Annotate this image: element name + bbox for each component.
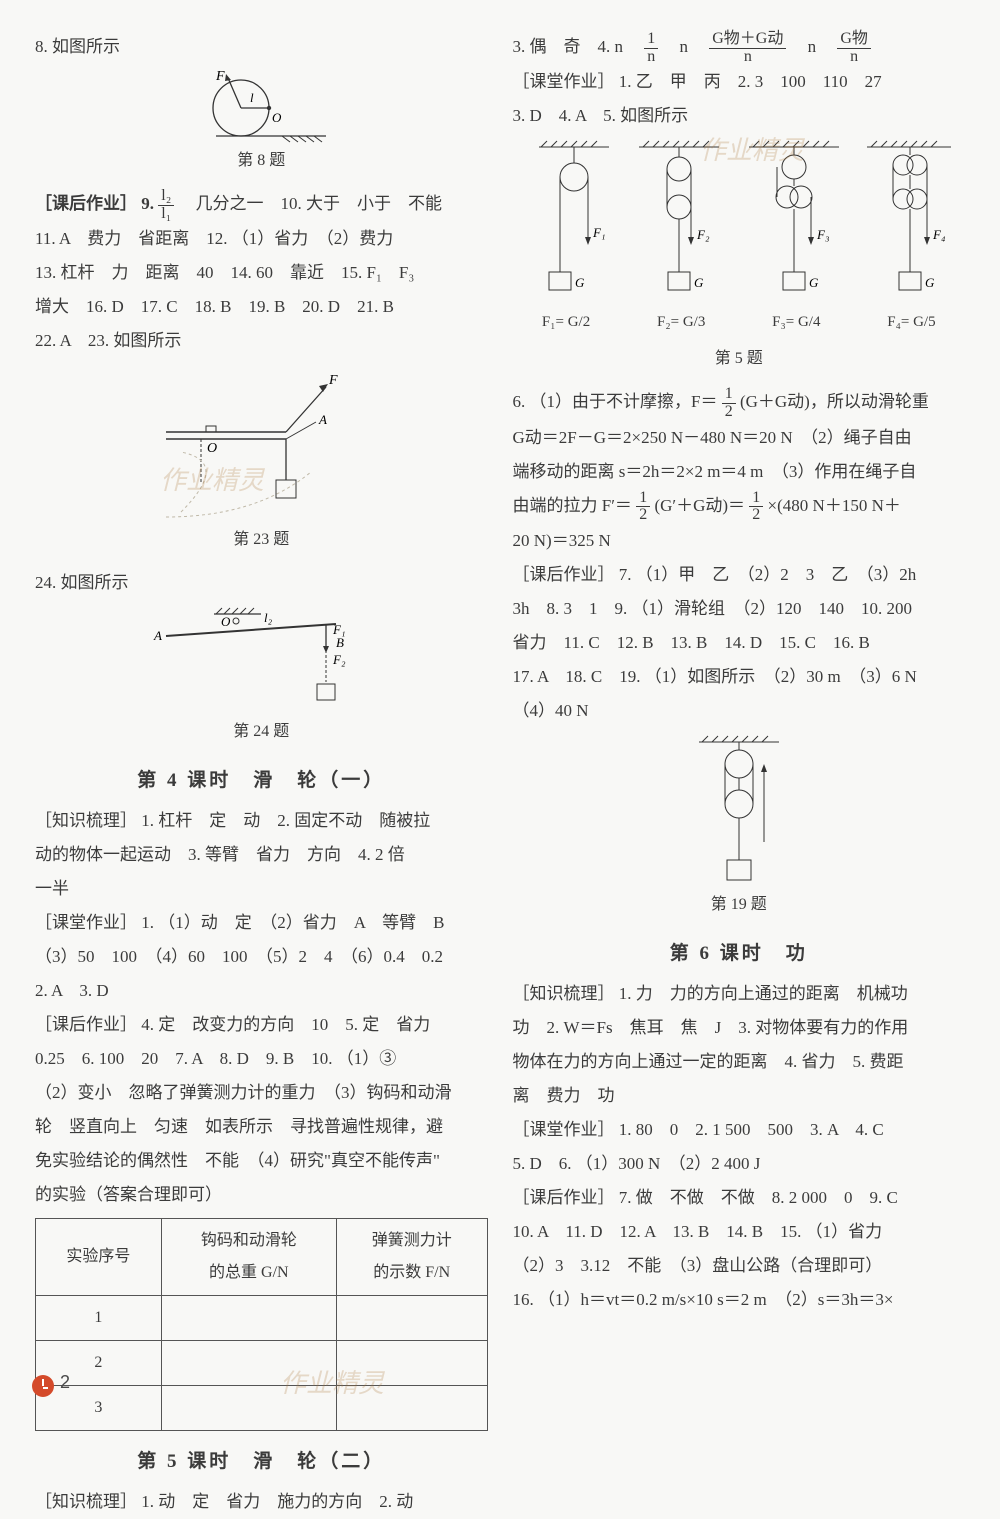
table-header-row: 实验序号 钩码和动滑轮 的总重 G/N 弹簧测力计 的示数 F/N: [36, 1219, 488, 1296]
svg-text:O: O: [221, 614, 231, 629]
r-q3-4: 3. 偶 奇 4. n 1n n G物＋G动n n G物n: [513, 30, 966, 65]
kt6-2: 5. D 6. （1）300 N （2）2 400 J: [513, 1147, 966, 1181]
svg-text:O: O: [207, 441, 217, 456]
r-q6-3: 端移动的距离 s＝2h＝2×2 m＝4 m （3）作用在绳子自: [513, 455, 966, 489]
kt6-1: ［课堂作业］ 1. 80 0 2. 1 500 500 3. A 4. C: [513, 1113, 966, 1147]
ks4-3: 一半: [35, 872, 488, 906]
q9-10: ［课后作业］ 9. l₂l₁ 几分之一 10. 大于 小于 不能: [35, 187, 488, 222]
kh6-1: ［课后作业］ 7. 做 不做 不做 8. 2 000 0 9. C: [513, 1181, 966, 1215]
svg-text:A: A: [153, 628, 162, 643]
left-column: 8. 如图所示 O F l 第 8 题: [35, 30, 488, 1395]
table-row: 2: [36, 1341, 488, 1386]
title-lesson5: 第 5 课时 滑 轮（二）: [35, 1443, 488, 1481]
svg-text:F₂: F₂: [696, 227, 710, 242]
r-kh-3: 省力 11. C 12. B 13. B 14. D 15. C 16. B: [513, 626, 966, 660]
svg-text:F₁: F₁: [592, 225, 605, 240]
ks6-4: 离 费力 功: [513, 1079, 966, 1113]
svg-text:G: G: [694, 275, 704, 290]
svg-text:A: A: [318, 412, 327, 427]
svg-text:G: G: [575, 275, 585, 290]
experiment-table: 实验序号 钩码和动滑轮 的总重 G/N 弹簧测力计 的示数 F/N 1 2 3: [35, 1218, 488, 1431]
fig-8: O F l 第 8 题: [35, 68, 488, 183]
q24-text: 24. 如图所示: [35, 566, 488, 600]
kh4-1: ［课后作业］ 4. 定 改变力的方向 10 5. 定 省力: [35, 1008, 488, 1042]
fig-24: O A l₂ F₁ B F₂ 第 24 题: [35, 604, 488, 754]
r-q6-1: 6. （1）由于不计摩擦，F＝ 12 (G＋G动)，所以动滑轮重: [513, 385, 966, 420]
table-row: 3: [36, 1386, 488, 1431]
svg-text:l: l: [250, 90, 254, 105]
kt4-1: ［课堂作业］ 1. （1）动 定 （2）省力 A 等臂 B: [35, 906, 488, 940]
r-kt-2: 3. D 4. A 5. 如图所示: [513, 99, 966, 133]
kh6-3: （2）3 3.12 不能 （3）盘山公路（合理即可）: [513, 1249, 966, 1283]
svg-text:G: G: [925, 275, 935, 290]
kh4-3: （2）变小 忽略了弹簧测力计的重力 （3）钩码和动滑: [35, 1076, 488, 1110]
svg-text:F₂: F₂: [332, 652, 346, 667]
table-row: 1: [36, 1296, 488, 1341]
svg-text:F: F: [215, 69, 225, 84]
svg-text:B: B: [336, 635, 344, 650]
fig-5-pulleys: F₁ G F₂ G F₃ G: [513, 137, 966, 381]
kh4-4: 轮 竖直向上 匀速 如表所示 寻找普遍性规律，避: [35, 1110, 488, 1144]
svg-text:G: G: [809, 275, 819, 290]
clock-icon: [32, 1375, 54, 1397]
q8-text: 8. 如图所示: [35, 30, 488, 64]
fig-19: 第 19 题: [513, 732, 966, 927]
r-q6-4: 由端的拉力 F′＝ 12 (G′＋G动)＝ 12 ×(480 N＋150 N＋: [513, 489, 966, 524]
title-lesson6: 第 6 课时 功: [513, 935, 966, 973]
ks6-2: 功 2. W＝Fs 焦耳 焦 J 3. 对物体要有力的作用: [513, 1011, 966, 1045]
r-kh-4: 17. A 18. C 19. （1）如图所示 （2）30 m （3）6 N: [513, 660, 966, 694]
kh4-2: 0.25 6. 100 20 7. A 8. D 9. B 10. （1）③: [35, 1042, 488, 1076]
svg-text:F: F: [328, 373, 338, 388]
svg-text:O: O: [272, 110, 282, 125]
fig-23: O F A 第 23 题: [35, 362, 488, 562]
ks6-3: 物体在力的方向上通过一定的距离 4. 省力 5. 费距: [513, 1045, 966, 1079]
ks6-1: ［知识梳理］ 1. 力 力的方向上通过的距离 机械功: [513, 977, 966, 1011]
svg-text:F₃: F₃: [816, 227, 829, 242]
r-q6-5: 20 N)＝325 N: [513, 524, 966, 558]
q16-21: 增大 16. D 17. C 18. B 19. B 20. D 21. B: [35, 290, 488, 324]
ks4-2: 动的物体一起运动 3. 等臂 省力 方向 4. 2 倍: [35, 838, 488, 872]
kt4-2: （3）50 100 （4）60 100 （5）2 4 （6）0.4 0.2: [35, 940, 488, 974]
frac-l2-l1: l₂l₁: [158, 188, 174, 223]
page-number: 2: [60, 1372, 70, 1393]
q11-12: 11. A 费力 省距离 12. （1）省力 （2）费力: [35, 222, 488, 256]
r-kt-1: ［课堂作业］ 1. 乙 甲 丙 2. 3 100 110 27: [513, 65, 966, 99]
svg-text:l₂: l₂: [264, 610, 273, 625]
r-kh-1: ［课后作业］ 7. （1）甲 乙 （2）2 3 乙 （3）2h: [513, 558, 966, 592]
q13-15: 13. 杠杆 力 距离 40 14. 60 靠近 15. F₁ F₃: [35, 256, 488, 290]
kh4-6: 的实验（答案合理即可）: [35, 1178, 488, 1212]
title-lesson4: 第 4 课时 滑 轮（一）: [35, 762, 488, 800]
ks5-1: ［知识梳理］ 1. 动 定 省力 施力的方向 2. 动: [35, 1485, 488, 1519]
r-kh-5: （4）40 N: [513, 694, 966, 728]
right-column: 3. 偶 奇 4. n 1n n G物＋G动n n G物n ［课堂作业］ 1. …: [513, 30, 966, 1395]
svg-text:F₄: F₄: [932, 227, 946, 242]
ks4-1: ［知识梳理］ 1. 杠杆 定 动 2. 固定不动 随被拉: [35, 804, 488, 838]
kh6-4: 16. （1）h＝vt＝0.2 m/s×10 s＝2 m （2）s＝3h＝3×: [513, 1283, 966, 1317]
kh4-5: 免实验结论的偶然性 不能 （4）研究"真空不能传声": [35, 1144, 488, 1178]
kt4-3: 2. A 3. D: [35, 974, 488, 1008]
kh6-2: 10. A 11. D 12. A 13. B 14. B 15. （1）省力: [513, 1215, 966, 1249]
q22-23: 22. A 23. 如图所示: [35, 324, 488, 358]
r-kh-2: 3h 8. 3 1 9. （1）滑轮组 （2）120 140 10. 200: [513, 592, 966, 626]
r-q6-2: G动＝2F－G＝2×250 N－480 N＝20 N （2）绳子自由: [513, 421, 966, 455]
